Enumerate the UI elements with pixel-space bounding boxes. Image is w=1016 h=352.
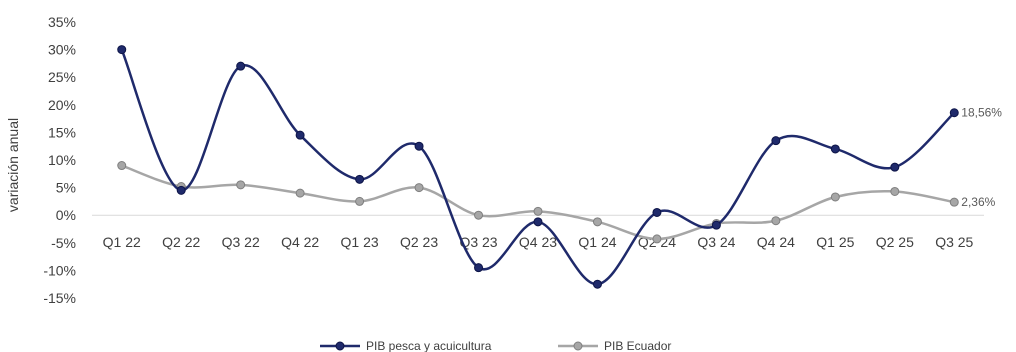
legend-item: PIB Ecuador [558,339,671,352]
data-point [949,197,959,207]
data-point [236,61,246,71]
data-point [830,192,840,202]
series-layer: 2,36% 18,56% [117,45,1002,289]
data-point [890,162,900,172]
data-point [414,141,424,151]
data-point [949,108,959,118]
x-tick-label: Q3 24 [697,234,735,250]
data-point [355,196,365,206]
x-tick-label: Q1 22 [103,234,141,250]
y-axis-ticks: 35% 30% 25% 20% 15% 10% 5% 0% -5% -10% -15% [43,14,76,306]
legend-label: PIB Ecuador [604,339,671,352]
series-line [121,164,955,241]
x-tick-label: Q3 25 [935,234,973,250]
data-point [355,174,365,184]
x-tick-label: Q1 25 [816,234,854,250]
x-tick-label: Q4 23 [519,234,557,250]
y-tick-label: 30% [48,42,76,58]
data-point [890,186,900,196]
data-point [474,263,484,273]
end-data-label: 18,56% [961,106,1002,120]
y-tick-label: 35% [48,14,76,30]
data-point [236,180,246,190]
legend-item: PIB pesca y acuicultura [320,339,492,352]
data-point [771,216,781,226]
x-axis-ticks: Q1 22 Q2 22 Q3 22 Q4 22 Q1 23 Q2 23 Q3 23 Q4 23… [103,234,974,250]
y-tick-label: -5% [51,235,76,251]
y-tick-label: 20% [48,97,76,113]
data-point [592,279,602,289]
data-point [176,185,186,195]
x-tick-label: Q3 22 [222,234,260,250]
legend-label: PIB pesca y acuicultura [366,339,492,352]
data-point [711,220,721,230]
x-tick-label: Q3 23 [459,234,497,250]
data-point [117,45,127,55]
data-point [652,207,662,217]
y-tick-label: 15% [48,124,76,140]
data-point [414,183,424,193]
y-axis-title: variación anual [5,118,21,212]
series-0: 18,56% [117,45,1002,289]
data-point [592,217,602,227]
y-tick-label: 10% [48,152,76,168]
series-1: 2,36% [117,161,996,244]
x-tick-label: Q4 24 [757,234,795,250]
data-point [474,210,484,220]
data-point [117,161,127,171]
x-tick-label: Q2 23 [400,234,438,250]
data-point [533,206,543,216]
data-point [295,188,305,198]
data-point [771,136,781,146]
x-tick-label: Q2 25 [876,234,914,250]
y-tick-label: 25% [48,69,76,85]
y-tick-label: -10% [43,262,76,278]
data-point [652,234,662,244]
y-tick-label: 0% [56,207,76,223]
y-tick-label: 5% [56,180,76,196]
data-point [830,144,840,154]
legend-marker [335,341,345,351]
legend: PIB pesca y acuicultura PIB Ecuador [320,339,671,352]
x-tick-label: Q1 24 [578,234,616,250]
end-data-label: 2,36% [961,195,995,209]
y-tick-label: -15% [43,290,76,306]
x-tick-label: Q2 22 [162,234,200,250]
x-tick-label: Q4 22 [281,234,319,250]
legend-marker [573,341,583,351]
x-tick-label: Q1 23 [341,234,379,250]
data-point [295,130,305,140]
data-point [533,217,543,227]
